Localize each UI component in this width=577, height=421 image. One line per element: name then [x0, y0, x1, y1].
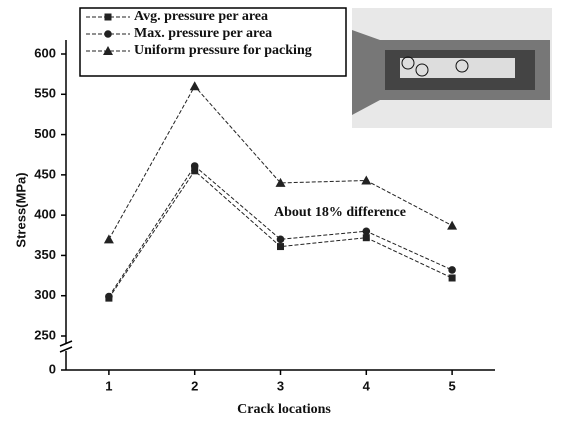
legend-label: Max. pressure per area	[134, 26, 272, 41]
y-tick-label: 350	[34, 247, 56, 262]
marker	[104, 234, 114, 243]
marker	[448, 266, 456, 274]
marker	[191, 162, 199, 170]
legend-label: Avg. pressure per area	[134, 9, 268, 24]
marker	[277, 236, 285, 244]
chart: Stress(MPa) Crack locations About 18% di…	[0, 0, 577, 421]
inset-image	[352, 8, 552, 128]
legend-marker	[105, 14, 112, 21]
series-line	[109, 171, 452, 298]
x-tick-label: 3	[277, 378, 284, 393]
annotation: About 18% difference	[274, 205, 406, 220]
marker	[361, 175, 371, 184]
marker	[105, 293, 113, 301]
legend-marker	[104, 30, 112, 38]
y-tick-label: 300	[34, 287, 56, 302]
y-tick-label: 600	[34, 45, 56, 60]
marker	[190, 81, 200, 90]
legend-label: Uniform pressure for packing	[134, 43, 312, 58]
marker	[363, 227, 371, 235]
marker	[363, 234, 370, 241]
x-tick-label: 4	[363, 378, 371, 393]
y-tick-label: 0	[49, 361, 56, 376]
x-tick-label: 5	[448, 378, 455, 393]
y-axis-title: Stress(MPa)	[13, 172, 28, 247]
y-tick-label: 450	[34, 166, 56, 181]
marker	[277, 243, 284, 250]
y-tick-label: 250	[34, 327, 56, 342]
marker	[449, 274, 456, 281]
y-tick-label: 500	[34, 126, 56, 141]
y-tick-label: 400	[34, 207, 56, 222]
x-tick-label: 1	[105, 378, 112, 393]
y-tick-label: 550	[34, 86, 56, 101]
x-tick-label: 2	[191, 378, 198, 393]
x-axis-title: Crack locations	[237, 402, 331, 417]
marker	[447, 221, 457, 230]
